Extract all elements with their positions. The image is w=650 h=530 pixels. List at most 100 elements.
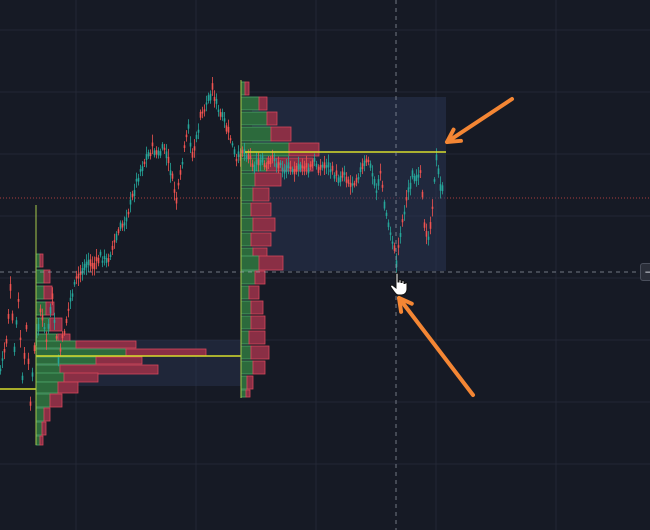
candle-body xyxy=(71,293,74,297)
candle-body xyxy=(403,211,406,215)
candle-body xyxy=(407,187,410,193)
candle-body xyxy=(227,126,230,133)
candle-body xyxy=(125,217,128,222)
candle-body xyxy=(415,175,418,181)
candle-body xyxy=(375,190,378,193)
candle-body xyxy=(111,245,114,250)
candle-body xyxy=(109,254,112,258)
candle-body xyxy=(245,155,248,159)
candle-body xyxy=(165,151,168,159)
candle-body xyxy=(63,330,66,334)
candle-body xyxy=(85,261,88,268)
candle-body xyxy=(193,146,196,151)
profile-bar-down xyxy=(254,172,282,187)
candle-body xyxy=(7,313,10,319)
candle-body xyxy=(127,211,130,215)
candle-body xyxy=(77,273,80,279)
candle-body xyxy=(357,177,360,180)
candle-body xyxy=(377,179,380,186)
candle-body xyxy=(423,222,426,228)
candle-body xyxy=(171,173,174,179)
candle-body xyxy=(87,259,90,265)
candle-body xyxy=(279,162,282,166)
candles xyxy=(0,77,444,411)
candle-body xyxy=(17,298,20,302)
candle-body xyxy=(39,308,42,313)
candle-body xyxy=(185,134,188,138)
profile-bar-up xyxy=(35,393,51,408)
candle-body xyxy=(439,184,442,191)
profile-bar-up xyxy=(240,111,268,126)
candle-body xyxy=(43,327,46,330)
profile-bar-up xyxy=(35,340,77,349)
profile-bar-down xyxy=(39,435,44,446)
profile-bar-up xyxy=(240,255,260,271)
candle-body xyxy=(3,349,6,353)
candle-body xyxy=(391,241,394,244)
candle-body xyxy=(317,166,320,173)
candle-body xyxy=(163,147,166,151)
candle-body xyxy=(113,240,116,243)
candle-body xyxy=(181,162,184,165)
candle-body xyxy=(0,368,2,372)
candle-body xyxy=(47,323,50,329)
candle-body xyxy=(223,118,226,122)
profile-bar-down xyxy=(59,364,159,375)
candle-body xyxy=(367,159,370,163)
candle-body xyxy=(419,170,422,173)
profile-bar-down xyxy=(248,285,260,300)
profile-bar-down xyxy=(43,285,53,300)
arrow-shaft xyxy=(397,296,475,397)
candle-body xyxy=(27,358,30,365)
candle-body xyxy=(67,308,70,311)
profile-bar-down xyxy=(245,389,251,398)
candle-body xyxy=(341,171,344,178)
profile-bar-up xyxy=(35,372,65,383)
candle-body xyxy=(11,313,14,321)
candle-body xyxy=(157,150,160,156)
zoom-button-label: − xyxy=(643,265,650,279)
candle-body xyxy=(119,222,122,229)
candle-body xyxy=(75,276,78,279)
candle-body xyxy=(91,263,94,269)
profile-bar-up xyxy=(240,345,252,360)
candle-body xyxy=(213,96,216,101)
candle-body xyxy=(329,169,332,173)
profile-bar-up xyxy=(240,270,256,285)
profile-bar-up xyxy=(240,285,250,300)
candle-body xyxy=(277,161,280,169)
candle-body xyxy=(309,164,312,167)
candle-body xyxy=(73,282,76,285)
candle-body xyxy=(57,357,60,364)
candle-body xyxy=(339,175,342,182)
candle-body xyxy=(175,198,178,204)
profile-bar-down xyxy=(57,381,79,394)
candle-body xyxy=(177,182,180,186)
candle-body xyxy=(325,165,328,168)
candle-body xyxy=(209,93,212,101)
candle-body xyxy=(25,324,28,330)
candle-body xyxy=(243,149,246,155)
candle-body xyxy=(285,165,288,172)
candle-body xyxy=(281,167,284,171)
candle-body xyxy=(97,257,100,264)
candle-body xyxy=(31,372,34,377)
profile-bar-down xyxy=(250,315,266,330)
candle-body xyxy=(323,162,326,169)
candle-body xyxy=(191,151,194,158)
minus-circle-icon[interactable]: − xyxy=(640,263,650,281)
candle-body xyxy=(321,164,324,168)
candle-body xyxy=(371,173,374,177)
poc-lines xyxy=(0,80,446,445)
candle-body xyxy=(59,348,62,352)
candle-body xyxy=(241,150,244,153)
candle-body xyxy=(429,222,432,229)
candle-body xyxy=(55,336,58,339)
candle-body xyxy=(205,102,208,105)
candle-body xyxy=(103,255,106,260)
candle-body xyxy=(427,236,430,240)
candle-body xyxy=(271,155,274,158)
